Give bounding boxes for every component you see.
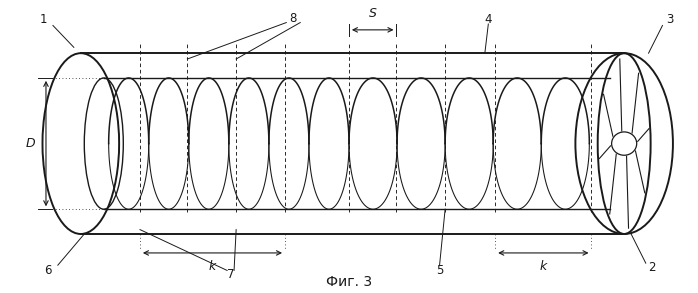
Text: S: S	[369, 7, 377, 20]
Text: 4: 4	[484, 13, 492, 26]
Ellipse shape	[611, 132, 637, 155]
Text: 3: 3	[666, 13, 673, 26]
Text: 6: 6	[44, 264, 52, 277]
Text: 8: 8	[290, 12, 297, 25]
Text: 7: 7	[227, 268, 235, 281]
Text: k: k	[209, 260, 216, 272]
Text: 2: 2	[648, 261, 656, 274]
Text: 5: 5	[436, 264, 443, 277]
Text: k: k	[540, 260, 547, 272]
Text: Фиг. 3: Фиг. 3	[326, 275, 372, 289]
Text: 1: 1	[40, 13, 47, 26]
Text: D: D	[26, 137, 36, 150]
